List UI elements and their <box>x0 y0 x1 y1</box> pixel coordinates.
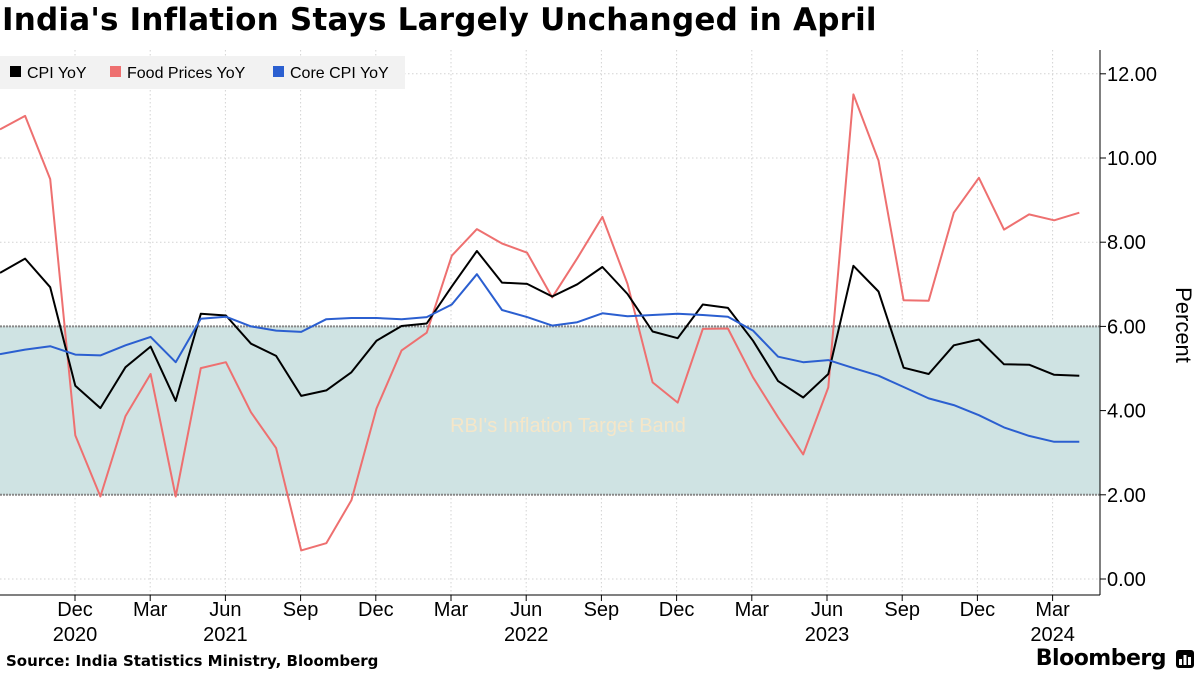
x-tick-label: Mar <box>1035 599 1070 621</box>
x-tick-label: Mar <box>735 599 770 621</box>
chart-title: India's Inflation Stays Largely Unchange… <box>2 2 877 38</box>
legend: CPI YoY Food Prices YoY Core CPI YoY <box>0 56 405 89</box>
x-tick-label: Jun <box>209 599 241 621</box>
y-tick-label: 6.00 <box>1107 316 1146 338</box>
grid-lines <box>0 50 1100 595</box>
x-tick-label: Sep <box>584 599 620 621</box>
x-tick-label: Jun <box>811 599 843 621</box>
legend-label-cpi: CPI YoY <box>27 65 87 82</box>
x-tick-label: Sep <box>283 599 319 621</box>
source-note: Source: India Statistics Ministry, Bloom… <box>6 652 379 670</box>
x-tick-year: 2023 <box>805 624 850 646</box>
brand-logo: Bloomberg <box>1035 646 1167 671</box>
target-band-area <box>0 326 1100 495</box>
target-band-label: RBI's Inflation Target Band <box>450 415 686 437</box>
y-tick-label: 4.00 <box>1107 401 1146 423</box>
x-tick-label: Dec <box>358 599 394 621</box>
axes: 0.00 2.00 4.00 6.00 8.00 10.00 12.00 Dec 2020 Mar… <box>0 50 1157 646</box>
y-axis-label: Percent <box>1171 287 1196 363</box>
legend-background <box>0 56 405 89</box>
series-line-core <box>0 273 1080 443</box>
x-tick-label: Dec <box>57 599 93 621</box>
y-tick-label: 12.00 <box>1107 64 1157 86</box>
x-tick-label: Dec <box>960 599 996 621</box>
bloomberg-chart-icon <box>1176 650 1194 668</box>
x-tick-year: 2021 <box>203 624 248 646</box>
y-tick-label: 8.00 <box>1107 232 1146 254</box>
series-line-food <box>0 93 1080 552</box>
legend-swatch-food <box>110 66 121 77</box>
legend-swatch-cpi <box>10 66 21 77</box>
x-tick-label: Jun <box>510 599 542 621</box>
legend-label-core: Core CPI YoY <box>290 65 389 82</box>
series-lines <box>0 93 1080 552</box>
x-tick-label: Mar <box>133 599 168 621</box>
x-tick-year: 2022 <box>504 624 549 646</box>
y-tick-label: 10.00 <box>1107 148 1157 170</box>
x-tick-label: Mar <box>434 599 469 621</box>
y-tick-label: 2.00 <box>1107 485 1146 507</box>
x-tick-year: 2024 <box>1030 624 1075 646</box>
target-band: RBI's Inflation Target Band <box>0 325 1100 496</box>
y-tick-label: 0.00 <box>1107 569 1146 591</box>
legend-label-food: Food Prices YoY <box>127 65 246 82</box>
x-tick-label: Sep <box>884 599 920 621</box>
legend-swatch-core <box>273 66 284 77</box>
x-tick-label: Dec <box>659 599 695 621</box>
x-tick-year: 2020 <box>53 624 98 646</box>
series-line-cpi <box>0 250 1080 410</box>
